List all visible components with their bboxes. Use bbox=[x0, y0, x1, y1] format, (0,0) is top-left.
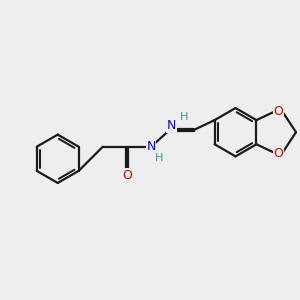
Text: O: O bbox=[274, 147, 284, 160]
Text: O: O bbox=[274, 105, 284, 118]
Text: N: N bbox=[146, 140, 156, 153]
Text: O: O bbox=[122, 169, 132, 182]
Text: H: H bbox=[154, 153, 163, 163]
Text: H: H bbox=[180, 112, 188, 122]
Text: N: N bbox=[167, 119, 176, 132]
